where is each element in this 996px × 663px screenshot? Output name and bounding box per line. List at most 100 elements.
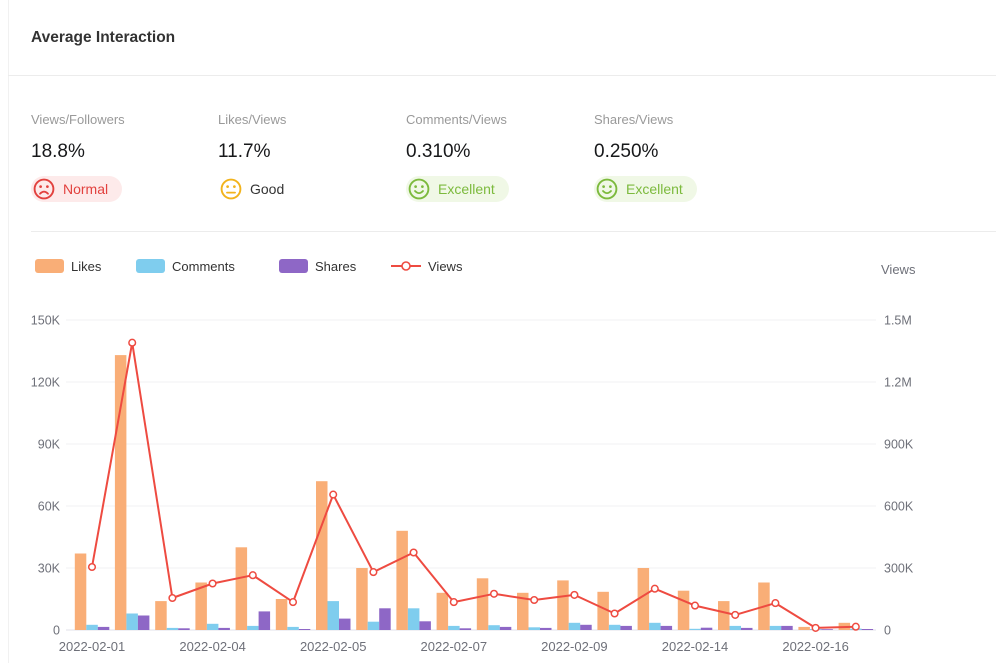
bar-comments: [729, 625, 741, 630]
right-axis-tick: 900K: [884, 438, 914, 452]
interaction-chart: 150K 120K 90K 60K 30K 0 1.5M 1.2M 900K 600K 300K 0 2…: [0, 300, 996, 663]
x-axis-tick: 2022-02-14: [662, 639, 729, 654]
bar-shares: [821, 629, 833, 630]
status-text: Excellent: [438, 181, 495, 197]
metric-label: Views/Followers: [31, 112, 125, 127]
x-axis-tick: 2022-02-01: [59, 639, 126, 654]
right-axis-tick: 1.2M: [884, 376, 912, 390]
header-divider: [8, 75, 996, 76]
left-axis-tick: 30K: [38, 562, 61, 576]
views-point: [731, 610, 740, 619]
views-point: [409, 548, 418, 557]
views-point: [248, 571, 257, 580]
legend-swatch-icon: [279, 259, 308, 273]
bar-likes: [637, 568, 650, 630]
legend-swatch-icon: [136, 259, 165, 273]
bar-shares: [660, 625, 673, 630]
metric-value: 18.8%: [31, 141, 85, 162]
bar-comments: [488, 625, 500, 630]
left-axis-tick: 90K: [38, 438, 61, 452]
bar-shares: [178, 628, 190, 630]
sad-face-icon: [33, 178, 55, 200]
metric-card-comments-views: Comments/Views 0.310% Excellent: [406, 110, 592, 205]
bar-likes: [517, 592, 529, 630]
bar-comments: [769, 625, 782, 630]
bar-shares: [580, 624, 592, 630]
bar-comments: [367, 621, 380, 630]
bar-comments: [247, 625, 259, 630]
right-axis-title: Views: [881, 262, 916, 277]
bar-likes: [798, 626, 810, 630]
left-axis-tick: 60K: [38, 500, 61, 514]
metric-label: Shares/Views: [594, 112, 674, 127]
metric-label: Likes/Views: [218, 112, 287, 127]
bar-shares: [540, 627, 552, 630]
bar-shares: [218, 627, 230, 630]
bar-comments: [528, 627, 540, 630]
neutral-face-icon: [220, 178, 242, 200]
views-point: [851, 622, 860, 631]
chart-legend: Likes Comments Shares Views: [0, 256, 996, 276]
status-text: Good: [250, 181, 285, 197]
bar-likes: [718, 601, 730, 630]
status-badge: Excellent: [594, 176, 697, 202]
bar-shares: [137, 615, 150, 630]
bar-likes: [597, 591, 609, 630]
views-point: [610, 609, 619, 618]
bar-likes: [155, 601, 167, 630]
x-axis-tick: 2022-02-07: [421, 639, 488, 654]
views-point: [128, 338, 137, 347]
views-point: [288, 598, 298, 607]
views-point: [449, 598, 458, 607]
metric-value: 0.250%: [594, 141, 659, 162]
metric-card-likes-views: Likes/Views 11.7% Good: [218, 110, 404, 205]
metric-value: 0.310%: [406, 141, 471, 162]
bar-shares: [97, 626, 110, 630]
bar-likes: [436, 592, 449, 630]
left-axis-tick: 120K: [31, 376, 61, 390]
legend-item-likes[interactable]: Likes: [35, 256, 101, 276]
metric-value: 11.7%: [218, 141, 271, 162]
bar-likes: [677, 590, 690, 630]
views-point: [811, 623, 820, 632]
views-point: [650, 584, 659, 593]
bar-shares: [781, 625, 793, 630]
legend-item-shares[interactable]: Shares: [279, 256, 356, 276]
legend-label: Comments: [172, 258, 235, 274]
legend-item-views[interactable]: Views: [391, 256, 462, 276]
metric-card-shares-views: Shares/Views 0.250% Excellent: [594, 110, 780, 205]
x-axis-tick: 2022-02-05: [300, 639, 367, 654]
bar-shares: [861, 629, 874, 630]
legend-label: Views: [428, 258, 463, 274]
left-axis-tick: 0: [53, 624, 60, 638]
metric-card-views-followers: Views/Followers 18.8% Normal: [31, 110, 217, 205]
bar-likes: [114, 355, 127, 630]
page-title: Average Interaction: [31, 29, 176, 46]
bar-comments: [407, 608, 420, 630]
happy-face-icon: [408, 178, 430, 200]
views-point: [329, 490, 338, 499]
bar-likes: [356, 568, 368, 630]
bar-shares: [379, 608, 391, 630]
bar-shares: [499, 626, 512, 630]
views-point: [489, 589, 499, 598]
bar-likes: [316, 481, 328, 630]
views-point: [690, 601, 700, 610]
bar-shares: [339, 618, 351, 630]
metrics-row: Views/Followers 18.8% Normal Likes/Views 11.…: [0, 110, 996, 210]
bar-shares: [700, 627, 713, 630]
legend-item-comments[interactable]: Comments: [136, 256, 235, 276]
views-point: [208, 579, 217, 588]
card-left-border: [8, 0, 9, 663]
bar-comments: [448, 625, 460, 630]
views-point: [168, 593, 177, 603]
bar-shares: [459, 628, 472, 630]
right-axis-tick: 300K: [884, 562, 914, 576]
metrics-divider: [31, 231, 996, 232]
interaction-chart-svg: 150K120K90K60K30K01.5M1.2M900K600K300K02…: [31, 314, 914, 655]
legend-swatch-icon: [35, 259, 64, 273]
x-axis-tick: 2022-02-09: [541, 639, 608, 654]
status-text: Excellent: [626, 181, 683, 197]
views-point: [369, 568, 378, 577]
views-point: [570, 590, 579, 599]
